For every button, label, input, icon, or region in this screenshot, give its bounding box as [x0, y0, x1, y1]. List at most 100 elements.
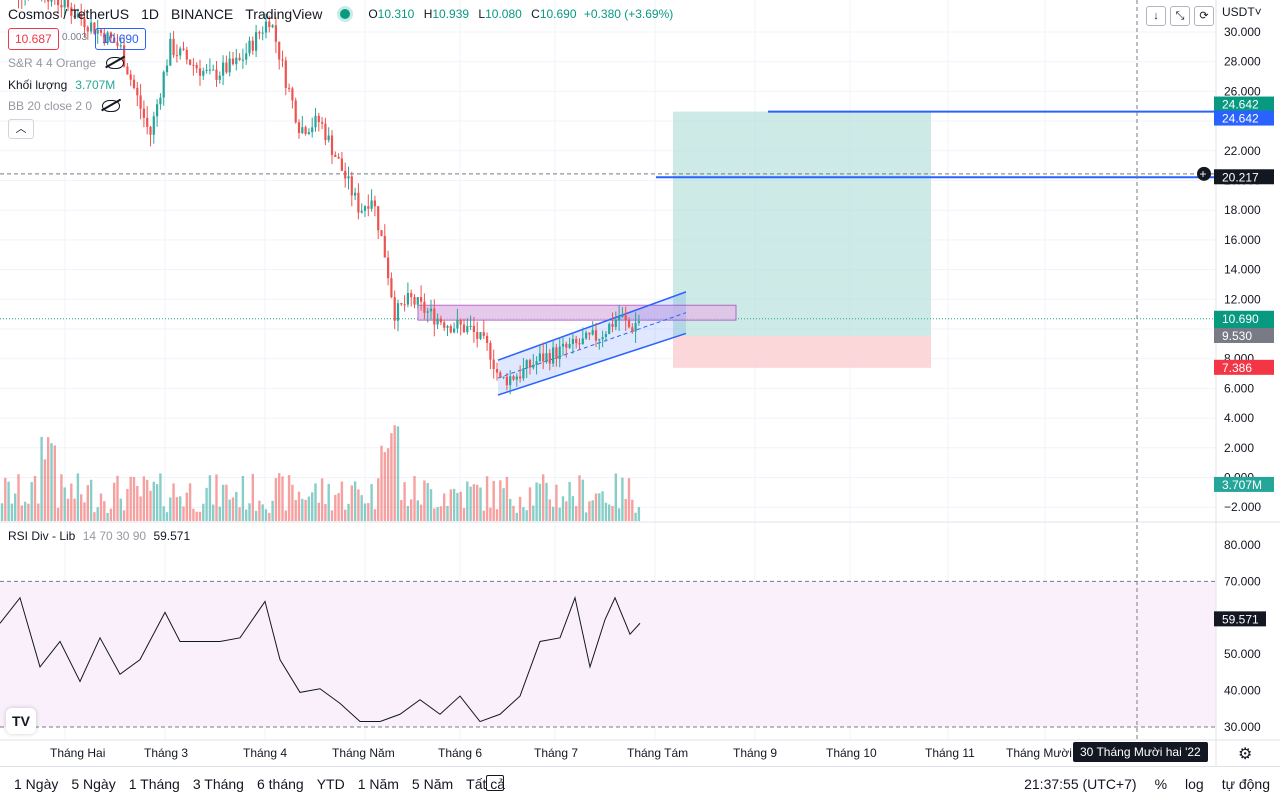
hidden-eye-icon[interactable]	[106, 57, 125, 69]
volume-bar	[327, 483, 330, 521]
gear-icon[interactable]: ⚙	[1238, 746, 1253, 763]
candle-body	[373, 200, 376, 207]
candle-body	[80, 14, 83, 19]
collapse-legend-button[interactable]: ︿	[8, 119, 34, 139]
candle-body	[297, 122, 301, 133]
volume-bar	[106, 512, 109, 521]
candle-body	[459, 320, 462, 325]
price-label: 24.642	[1222, 98, 1259, 112]
volume-bar	[198, 511, 202, 521]
candle-body	[476, 331, 479, 339]
percent-toggle[interactable]: %	[1154, 776, 1168, 792]
candle-body	[70, 7, 73, 16]
hidden-eye-icon[interactable]	[102, 100, 121, 112]
buy-button[interactable]: 10.690	[95, 28, 146, 50]
volume-bar	[578, 475, 581, 521]
volume-bar	[584, 512, 588, 521]
volume-bar	[324, 504, 327, 521]
volume-bar	[334, 494, 337, 521]
range-3[interactable]: 3 Tháng	[192, 776, 244, 792]
volume-bar	[353, 481, 357, 521]
candle-body	[588, 332, 591, 335]
volume-bar	[188, 483, 192, 521]
legend-volume[interactable]: Khối lượng 3.707M	[8, 78, 116, 92]
symbol-name[interactable]: Cosmos / TetherUS	[8, 6, 130, 22]
range-6[interactable]: 1 Năm	[357, 776, 399, 792]
download-icon[interactable]: ↓	[1146, 6, 1166, 26]
volume-bar	[558, 507, 561, 521]
volume-bar	[495, 509, 499, 521]
symbol-header[interactable]: Cosmos / TetherUS 1D BINANCE TradingView…	[8, 6, 673, 22]
candle-body	[591, 330, 594, 335]
candle-body	[396, 303, 400, 321]
candle-body	[515, 376, 518, 380]
candle-body	[208, 69, 211, 71]
rsi-legend[interactable]: RSI Div - Lib 14 70 30 90 59.571	[8, 529, 191, 543]
volume-bar	[522, 507, 525, 521]
price-label: 24.642	[1222, 112, 1259, 126]
volume-bar	[20, 505, 23, 521]
volume-bar	[637, 507, 641, 521]
time-tick: Tháng 7	[534, 746, 578, 760]
candle-body	[321, 122, 324, 124]
volume-bar	[27, 503, 30, 521]
fullscreen-icon[interactable]: ⤡	[1170, 6, 1190, 26]
candle-body	[528, 360, 532, 368]
clock[interactable]: 21:37:55 (UTC+7)	[1024, 776, 1137, 792]
snapshot-icon[interactable]: ⟳	[1194, 6, 1214, 26]
candle-body	[360, 210, 363, 213]
candle-body	[495, 369, 499, 373]
sell-button[interactable]: 10.687	[8, 28, 59, 50]
volume-bar	[179, 496, 182, 521]
candle-body	[604, 333, 607, 338]
interval[interactable]: 1D	[141, 6, 160, 22]
candle-body	[594, 330, 598, 341]
candle-body	[486, 335, 489, 343]
chart-canvas[interactable]: 30.00028.00026.00024.00022.00020.00018.0…	[0, 0, 1280, 766]
candle-body	[327, 135, 330, 141]
volume-bar	[208, 475, 212, 521]
volume-bar	[278, 473, 281, 521]
candle-body	[624, 315, 627, 321]
rsi-label: 59.571	[1222, 612, 1259, 626]
range-0[interactable]: 1 Ngày	[14, 776, 59, 792]
candle-body	[192, 64, 195, 66]
calendar-icon[interactable]	[486, 775, 504, 791]
range-7[interactable]: 5 Năm	[411, 776, 454, 792]
volume-bar	[185, 492, 188, 521]
candle-body	[337, 157, 340, 159]
volume-bar	[631, 499, 634, 521]
candle-body	[416, 297, 419, 305]
range-8[interactable]: Tất cả	[466, 776, 506, 792]
long-position-target	[673, 111, 931, 336]
price-tick: 22.000	[1224, 144, 1261, 158]
range-4[interactable]: 6 tháng	[256, 776, 304, 792]
candle-body	[429, 308, 433, 312]
range-5[interactable]: YTD	[316, 776, 345, 792]
log-toggle[interactable]: log	[1185, 776, 1204, 792]
volume-bar	[248, 503, 251, 521]
auto-toggle[interactable]: tự động	[1221, 776, 1270, 792]
candle-body	[383, 236, 386, 258]
tradingview-logo[interactable]: TV	[6, 708, 36, 734]
range-1[interactable]: 5 Ngày	[71, 776, 116, 792]
candle-body	[314, 115, 317, 128]
time-tick: Tháng 4	[243, 746, 287, 760]
range-2[interactable]: 1 Tháng	[128, 776, 180, 792]
volume-bar	[439, 506, 443, 521]
legend-sr[interactable]: S&R 4 4 Orange	[8, 56, 125, 70]
candle-body	[403, 304, 406, 306]
candle-body	[545, 353, 548, 362]
volume-bar	[634, 512, 637, 521]
volume-bar	[254, 510, 258, 521]
price-label: 7.386	[1222, 361, 1252, 375]
candle-body	[301, 127, 304, 133]
candle-body	[462, 324, 466, 333]
candle-body	[433, 308, 436, 325]
volume-bar	[472, 484, 476, 521]
volume-bar	[205, 487, 208, 521]
legend-bb[interactable]: BB 20 close 2 0	[8, 99, 121, 113]
volume-bar	[245, 509, 248, 521]
volume-bar	[37, 503, 40, 521]
currency-select[interactable]: USDT˅	[1222, 5, 1262, 19]
